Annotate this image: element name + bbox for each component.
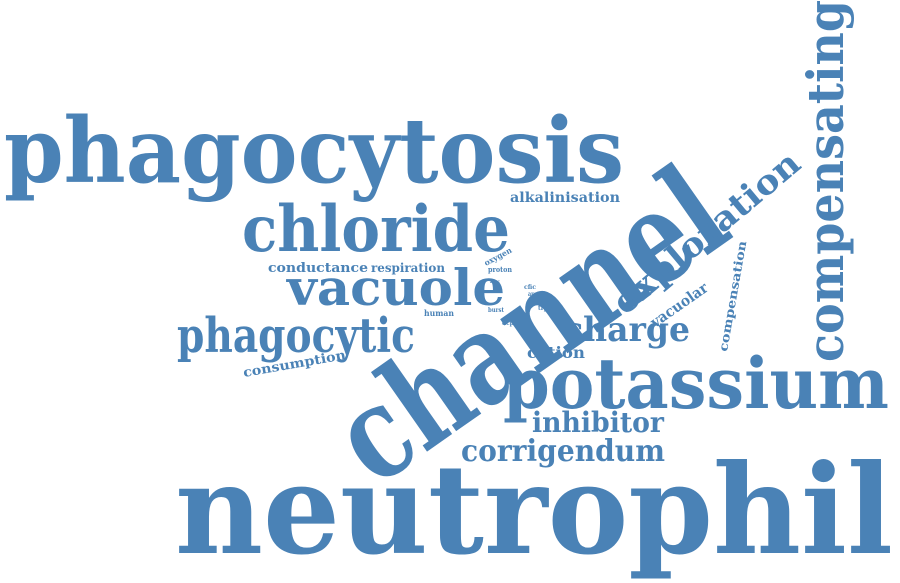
word-respiration: respiration <box>371 261 445 275</box>
word-charge: charge <box>563 310 690 350</box>
word-neutrophil: neutrophil <box>175 438 893 583</box>
word-kcnq: kcnq <box>536 297 552 304</box>
word-cfic: cfic <box>524 284 536 291</box>
word-zinc: zinc <box>490 279 500 285</box>
word-phagocytic: phagocytic <box>177 308 415 364</box>
word-corrigendum: corrigendum <box>461 434 665 469</box>
word-alkalinisation: alkalinisation <box>510 190 620 206</box>
word-proton: proton <box>488 265 512 274</box>
word-human: human <box>424 308 454 318</box>
word-potassium: potassium <box>503 342 889 425</box>
word-vacuole: vacuole <box>286 258 505 317</box>
word-compensating: compensating <box>796 0 855 362</box>
word-inhibitor: inhibitor <box>532 406 665 439</box>
word-burst: burst <box>488 307 504 314</box>
word-cation: cation <box>527 343 585 362</box>
word-area: area <box>528 291 540 298</box>
word-conductance: conductance <box>268 261 368 276</box>
word-dcpib: dcpib <box>502 320 520 327</box>
word-phagocytosis: phagocytosis <box>4 98 624 204</box>
word-trpm: trpm <box>538 305 555 312</box>
word-chloride: chloride <box>242 192 510 267</box>
